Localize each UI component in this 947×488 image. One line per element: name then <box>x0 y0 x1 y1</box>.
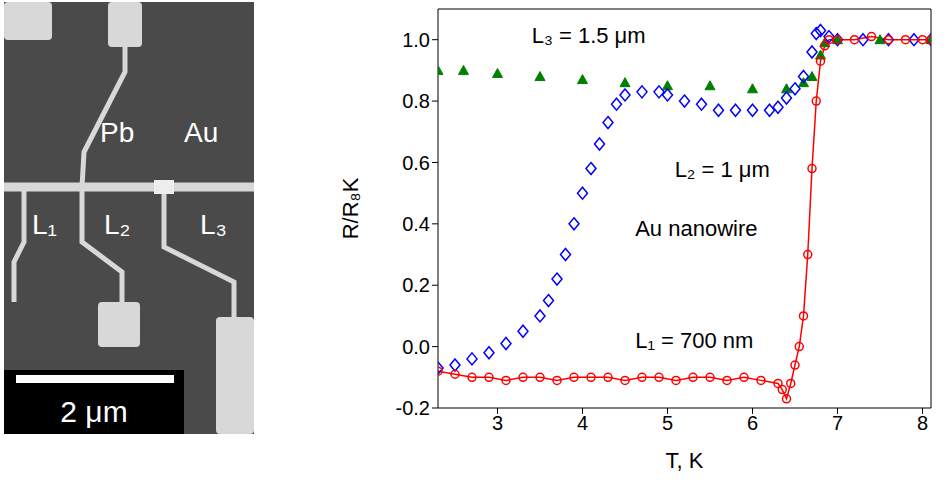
svg-text:0.0: 0.0 <box>402 336 430 358</box>
svg-text:L₂: L₂ <box>104 209 130 240</box>
svg-text:1.0: 1.0 <box>402 29 430 51</box>
svg-text:L₁: L₁ <box>32 209 57 240</box>
svg-text:5: 5 <box>662 412 673 434</box>
svg-text:7: 7 <box>832 412 843 434</box>
svg-text:4: 4 <box>577 412 588 434</box>
svg-text:0.6: 0.6 <box>402 152 430 174</box>
svg-text:R/R₈K: R/R₈K <box>338 177 363 239</box>
svg-text:6: 6 <box>747 412 758 434</box>
svg-text:3: 3 <box>492 412 503 434</box>
svg-text:0.2: 0.2 <box>402 274 430 296</box>
svg-text:Pb: Pb <box>100 117 134 148</box>
svg-text:8: 8 <box>917 412 928 434</box>
svg-text:Au: Au <box>184 117 218 148</box>
svg-text:L₃: L₃ <box>200 209 227 240</box>
html-text:Au nanowire: Au nanowire <box>635 216 758 242</box>
html-text:L₃ = 1.5 μm: L₃ = 1.5 μm <box>531 23 646 48</box>
svg-text:-0.2: -0.2 <box>396 397 430 419</box>
svg-text:0.4: 0.4 <box>402 213 430 235</box>
svg-text:0.8: 0.8 <box>402 90 430 112</box>
svg-text:2 μm: 2 μm <box>60 395 127 428</box>
html-text:L₁ = 700 nm: L₁ = 700 nm <box>635 328 754 354</box>
svg-text:T, K: T, K <box>666 448 704 473</box>
html-text:L₂ = 1 μm: L₂ = 1 μm <box>674 156 770 182</box>
